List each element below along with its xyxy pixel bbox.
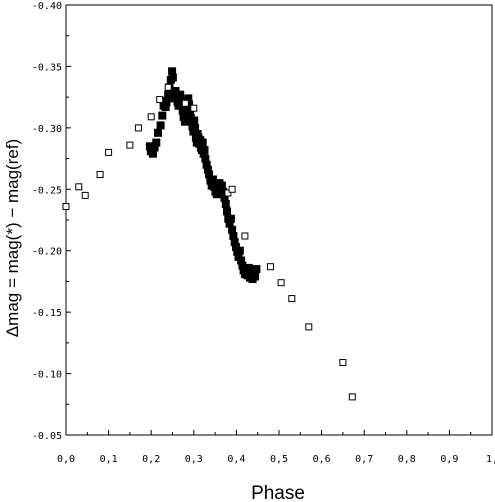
filled-data-point (223, 207, 231, 216)
open-data-point (126, 141, 134, 149)
x-tick-label: 0,6 (313, 454, 331, 465)
y-tick-label: -0.35 (32, 62, 62, 73)
y-tick-label: -0.15 (32, 308, 62, 319)
x-tick-label: 0,3 (185, 454, 203, 465)
y-tick-label: -0.10 (32, 370, 62, 381)
x-tick-label: 0,0 (57, 454, 75, 465)
x-axis-ticks: 0,0 0,1 0,2 0,3 0,4 0,5 0,6 0,7 0,8 0,9 1, (57, 430, 495, 465)
open-data-point (164, 83, 172, 91)
filled-data-point (235, 246, 244, 255)
x-tick-label: 0,2 (142, 454, 160, 465)
open-data-point (81, 191, 89, 199)
filled-data-point (221, 200, 230, 208)
filled-data-point (158, 111, 167, 120)
data-points (62, 67, 356, 401)
open-data-point (348, 393, 356, 401)
plot-frame (65, 4, 493, 436)
open-data-point (147, 113, 155, 121)
x-tick-label: 0,8 (398, 454, 416, 465)
open-data-point (62, 203, 70, 210)
open-data-point (190, 104, 198, 112)
y-axis-title: Δmag = mag(*) − mag(ref) (3, 139, 22, 337)
y-tick-label: -0.30 (32, 124, 62, 135)
open-data-point (181, 99, 189, 107)
x-tick-label: 0,5 (270, 454, 288, 465)
filled-data-point (198, 138, 207, 147)
x-tick-label: 1, (486, 454, 495, 465)
y-tick-label: -0.05 (32, 431, 62, 442)
filled-data-point (168, 73, 177, 82)
open-data-point (75, 183, 83, 191)
open-data-point (267, 263, 274, 271)
y-tick-label: -0.25 (32, 185, 62, 196)
x-axis-title: Phase (251, 483, 305, 502)
open-data-point (156, 96, 164, 104)
x-tick-label: 0,4 (227, 454, 245, 465)
x-tick-label: 0,9 (440, 454, 458, 465)
y-tick-label: -0.20 (32, 247, 62, 258)
open-data-point (228, 185, 236, 193)
x-tick-label: 0,1 (100, 454, 118, 465)
x-tick-label: 0,7 (355, 454, 373, 465)
open-data-point (96, 171, 104, 178)
filled-data-point (190, 116, 199, 125)
open-data-point (288, 295, 296, 303)
open-data-point (305, 323, 313, 331)
filled-data-point (154, 128, 162, 137)
filled-data-point (152, 138, 161, 147)
open-data-point (134, 124, 142, 132)
filled-data-point (252, 265, 261, 274)
filled-data-point (226, 214, 235, 223)
open-data-point (241, 232, 249, 240)
filled-data-point (251, 272, 260, 281)
filled-data-point (200, 146, 209, 154)
open-data-point (105, 148, 113, 156)
filled-data-point (162, 98, 171, 107)
filled-data-point (156, 121, 165, 130)
open-data-point (277, 279, 285, 287)
y-axis-ticks: -0.40 -0.35 -0.30 -0.25 -0.20 -0.15 -0.10 -0.05 (32, 1, 71, 442)
open-data-point (224, 189, 232, 197)
open-data-point (339, 359, 347, 366)
y-tick-label: -0.40 (32, 1, 62, 12)
